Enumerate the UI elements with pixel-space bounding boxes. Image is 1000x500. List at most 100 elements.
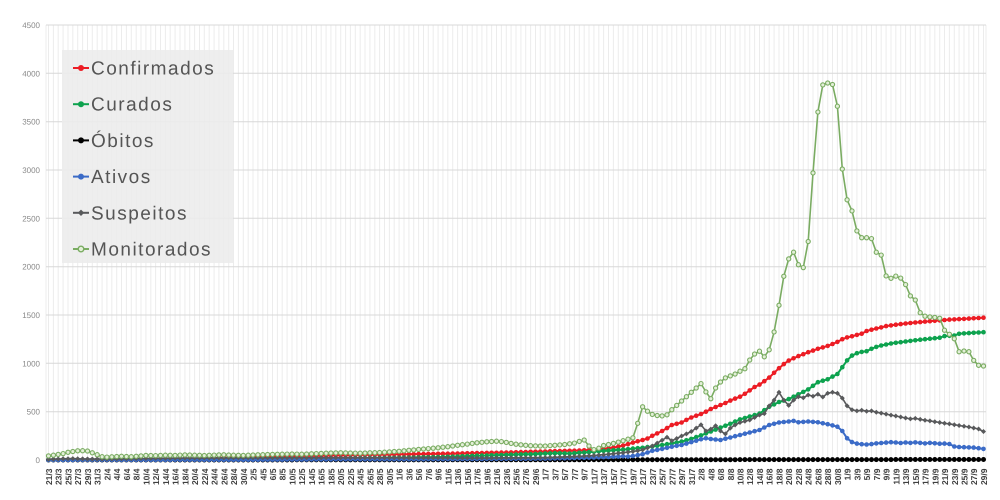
svg-text:8/8: 8/8 — [726, 468, 736, 480]
svg-text:18/5: 18/5 — [326, 468, 336, 485]
svg-text:21/9: 21/9 — [940, 468, 950, 485]
svg-text:18/8: 18/8 — [775, 468, 785, 485]
svg-text:Monitorados: Monitorados — [91, 240, 212, 261]
svg-text:4000: 4000 — [22, 69, 40, 78]
svg-text:1/6: 1/6 — [395, 468, 405, 480]
svg-text:8/5: 8/5 — [278, 468, 288, 480]
svg-text:23/7: 23/7 — [648, 468, 658, 485]
svg-text:9/6: 9/6 — [434, 468, 444, 480]
svg-text:Curados: Curados — [91, 95, 173, 116]
svg-text:14/8: 14/8 — [755, 468, 765, 485]
svg-text:4/4: 4/4 — [112, 468, 122, 480]
svg-text:16/8: 16/8 — [765, 468, 775, 485]
svg-text:4/5: 4/5 — [258, 468, 268, 480]
svg-text:13/6: 13/6 — [453, 468, 463, 485]
svg-text:9/7: 9/7 — [580, 468, 590, 480]
svg-text:9/9: 9/9 — [882, 468, 892, 480]
svg-text:25/7: 25/7 — [658, 468, 668, 485]
svg-text:1/7: 1/7 — [541, 468, 551, 480]
svg-text:22/4: 22/4 — [200, 468, 210, 485]
svg-text:27/7: 27/7 — [667, 468, 677, 485]
svg-text:500: 500 — [27, 408, 41, 417]
svg-text:29/3: 29/3 — [83, 468, 93, 485]
svg-text:23/3: 23/3 — [54, 468, 64, 485]
svg-text:7/9: 7/9 — [872, 468, 882, 480]
svg-text:13/7: 13/7 — [599, 468, 609, 485]
svg-text:13/9: 13/9 — [901, 468, 911, 485]
svg-text:1500: 1500 — [22, 311, 40, 320]
svg-text:11/7: 11/7 — [589, 468, 599, 484]
svg-text:Ativos: Ativos — [91, 167, 152, 188]
svg-text:8/4: 8/4 — [132, 468, 142, 480]
svg-text:22/5: 22/5 — [346, 468, 356, 485]
svg-text:20/8: 20/8 — [784, 468, 794, 485]
svg-text:6/8: 6/8 — [716, 468, 726, 480]
svg-text:19/7: 19/7 — [628, 468, 638, 485]
svg-text:11/6: 11/6 — [443, 468, 453, 484]
svg-text:15/7: 15/7 — [609, 468, 619, 485]
svg-text:1/9: 1/9 — [843, 468, 853, 480]
svg-text:29/6: 29/6 — [531, 468, 541, 485]
svg-text:21/7: 21/7 — [638, 468, 648, 485]
svg-text:17/9: 17/9 — [921, 468, 931, 485]
svg-text:11/9: 11/9 — [891, 468, 901, 484]
svg-text:20/5: 20/5 — [336, 468, 346, 485]
svg-text:5/9: 5/9 — [862, 468, 872, 480]
svg-text:28/4: 28/4 — [229, 468, 239, 485]
svg-text:31/7: 31/7 — [687, 468, 697, 485]
svg-text:2/8: 2/8 — [697, 468, 707, 480]
svg-text:25/9: 25/9 — [960, 468, 970, 485]
svg-text:3500: 3500 — [22, 118, 40, 127]
svg-text:25/3: 25/3 — [64, 468, 74, 485]
svg-text:30/5: 30/5 — [385, 468, 395, 485]
svg-text:14/5: 14/5 — [307, 468, 317, 485]
svg-text:21/6: 21/6 — [492, 468, 502, 485]
svg-text:19/9: 19/9 — [930, 468, 940, 485]
svg-text:20/4: 20/4 — [190, 468, 200, 485]
svg-text:0: 0 — [36, 456, 41, 465]
svg-text:26/4: 26/4 — [219, 468, 229, 485]
svg-text:4500: 4500 — [22, 21, 40, 30]
svg-text:3/9: 3/9 — [852, 468, 862, 480]
svg-text:10/4: 10/4 — [141, 468, 151, 485]
svg-text:7/6: 7/6 — [424, 468, 434, 480]
svg-text:25/6: 25/6 — [512, 468, 522, 485]
svg-text:2/4: 2/4 — [102, 468, 112, 480]
svg-text:5/6: 5/6 — [414, 468, 424, 480]
svg-text:2500: 2500 — [22, 214, 40, 223]
svg-text:29/9: 29/9 — [979, 468, 989, 485]
svg-text:12/5: 12/5 — [297, 468, 307, 485]
svg-text:3000: 3000 — [22, 166, 40, 175]
svg-text:29/7: 29/7 — [677, 468, 687, 485]
svg-text:18/4: 18/4 — [180, 468, 190, 485]
svg-text:22/8: 22/8 — [794, 468, 804, 485]
svg-text:23/9: 23/9 — [950, 468, 960, 485]
svg-text:12/4: 12/4 — [151, 468, 161, 485]
svg-text:12/8: 12/8 — [745, 468, 755, 485]
svg-text:24/8: 24/8 — [804, 468, 814, 485]
svg-text:5/7: 5/7 — [560, 468, 570, 480]
svg-text:17/6: 17/6 — [473, 468, 483, 485]
svg-text:1000: 1000 — [22, 359, 40, 368]
svg-text:15/6: 15/6 — [463, 468, 473, 485]
svg-text:26/5: 26/5 — [365, 468, 375, 485]
svg-text:28/8: 28/8 — [823, 468, 833, 485]
svg-text:Suspeitos: Suspeitos — [91, 203, 188, 224]
svg-text:27/9: 27/9 — [969, 468, 979, 485]
svg-text:30/4: 30/4 — [239, 468, 249, 485]
svg-text:17/7: 17/7 — [619, 468, 629, 485]
svg-text:Confirmados: Confirmados — [91, 59, 215, 80]
svg-text:30/8: 30/8 — [833, 468, 843, 485]
svg-text:14/4: 14/4 — [161, 468, 171, 485]
svg-text:24/4: 24/4 — [210, 468, 220, 485]
svg-text:16/5: 16/5 — [317, 468, 327, 485]
svg-text:Óbitos: Óbitos — [91, 130, 155, 152]
svg-text:3/6: 3/6 — [404, 468, 414, 480]
svg-text:21/3: 21/3 — [44, 468, 54, 485]
svg-text:27/6: 27/6 — [521, 468, 531, 485]
svg-text:6/5: 6/5 — [268, 468, 278, 480]
svg-text:2000: 2000 — [22, 263, 40, 272]
svg-text:10/8: 10/8 — [736, 468, 746, 485]
svg-text:24/5: 24/5 — [356, 468, 366, 485]
svg-text:31/3: 31/3 — [93, 468, 103, 485]
